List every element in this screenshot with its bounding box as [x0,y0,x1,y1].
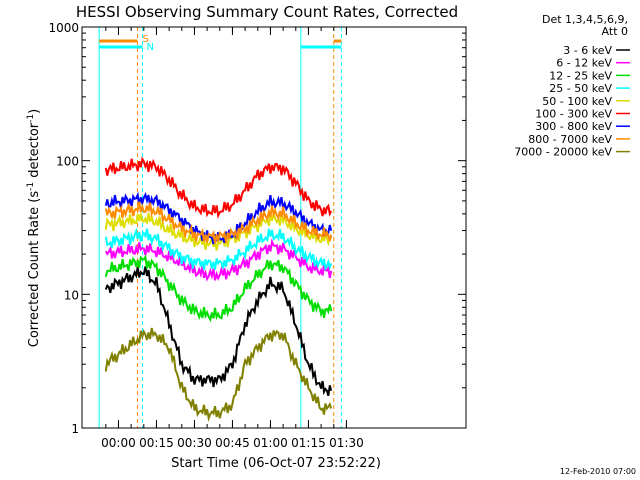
legend-label: 300 - 800 keV [535,120,612,133]
y-tick-label: 1 [71,422,79,436]
x-tick-label: 01:00 [253,436,288,450]
y-axis-label: Corrected Count Rate (s-1 detector-1) [26,109,42,347]
legend-label: 800 - 7000 keV [528,133,612,146]
footer-date: 12-Feb-2010 07:00 [560,467,636,476]
x-tick-label: 00:45 [215,436,250,450]
plot-frame [81,26,467,429]
legend-label: 100 - 300 keV [535,108,612,121]
legend-header: Det 1,3,4,5,6,9,Att 0 [542,13,628,38]
x-axis-label: Start Time (06-Oct-07 23:52:22) [171,456,381,471]
series-line-6 [104,156,333,219]
time-markers: SN [98,27,342,428]
series-line-9 [104,327,333,422]
y-tick-label: 10 [64,288,79,302]
legend-header-line: Att 0 [602,25,628,38]
legend-label: 7000 - 20000 keV [514,146,612,159]
series-line-8 [104,201,333,244]
y-tick-label: 100 [56,155,79,169]
series-line-3 [104,254,333,323]
x-axis: 00:00 00:15 00:30 00:45 01:00 01:15 01:30 [101,27,364,450]
x-tick-label: 00:15 [139,436,174,450]
series-line-1 [104,266,333,396]
y-axis: 1 10 100 1000 [48,21,466,436]
night-label: N [147,42,154,53]
series-line-5 [104,209,332,251]
legend-label: 6 - 12 keV [556,57,612,70]
legend-header-line: Det 1,3,4,5,6,9, [542,13,628,26]
chart-title: HESSI Observing Summary Count Rates, Cor… [76,3,458,21]
legend-label: 12 - 25 keV [549,69,612,82]
legend-label: 3 - 6 keV [563,44,612,57]
legend-label: 50 - 100 keV [542,95,612,108]
x-tick-label: 01:15 [291,436,326,450]
y-tick-label: 1000 [48,21,79,35]
x-tick-label: 00:00 [101,436,136,450]
x-tick-label: 01:30 [329,436,364,450]
legend-label: 25 - 50 keV [549,82,612,95]
series-layer [104,156,333,422]
saa-label: S [142,34,148,45]
x-tick-label: 00:30 [177,436,212,450]
series-line-4 [104,227,333,272]
